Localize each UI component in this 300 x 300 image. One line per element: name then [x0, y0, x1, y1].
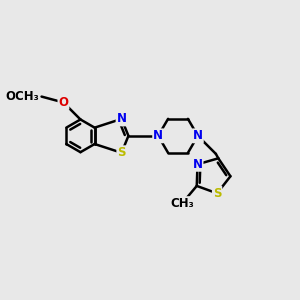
Text: N: N [117, 112, 127, 125]
Text: O: O [58, 96, 68, 109]
Text: N: N [193, 129, 203, 142]
Text: S: S [213, 187, 221, 200]
Text: CH₃: CH₃ [170, 197, 194, 210]
Text: S: S [117, 146, 126, 159]
Text: OCH₃: OCH₃ [5, 90, 39, 103]
Text: N: N [193, 158, 202, 171]
Text: N: N [153, 129, 163, 142]
